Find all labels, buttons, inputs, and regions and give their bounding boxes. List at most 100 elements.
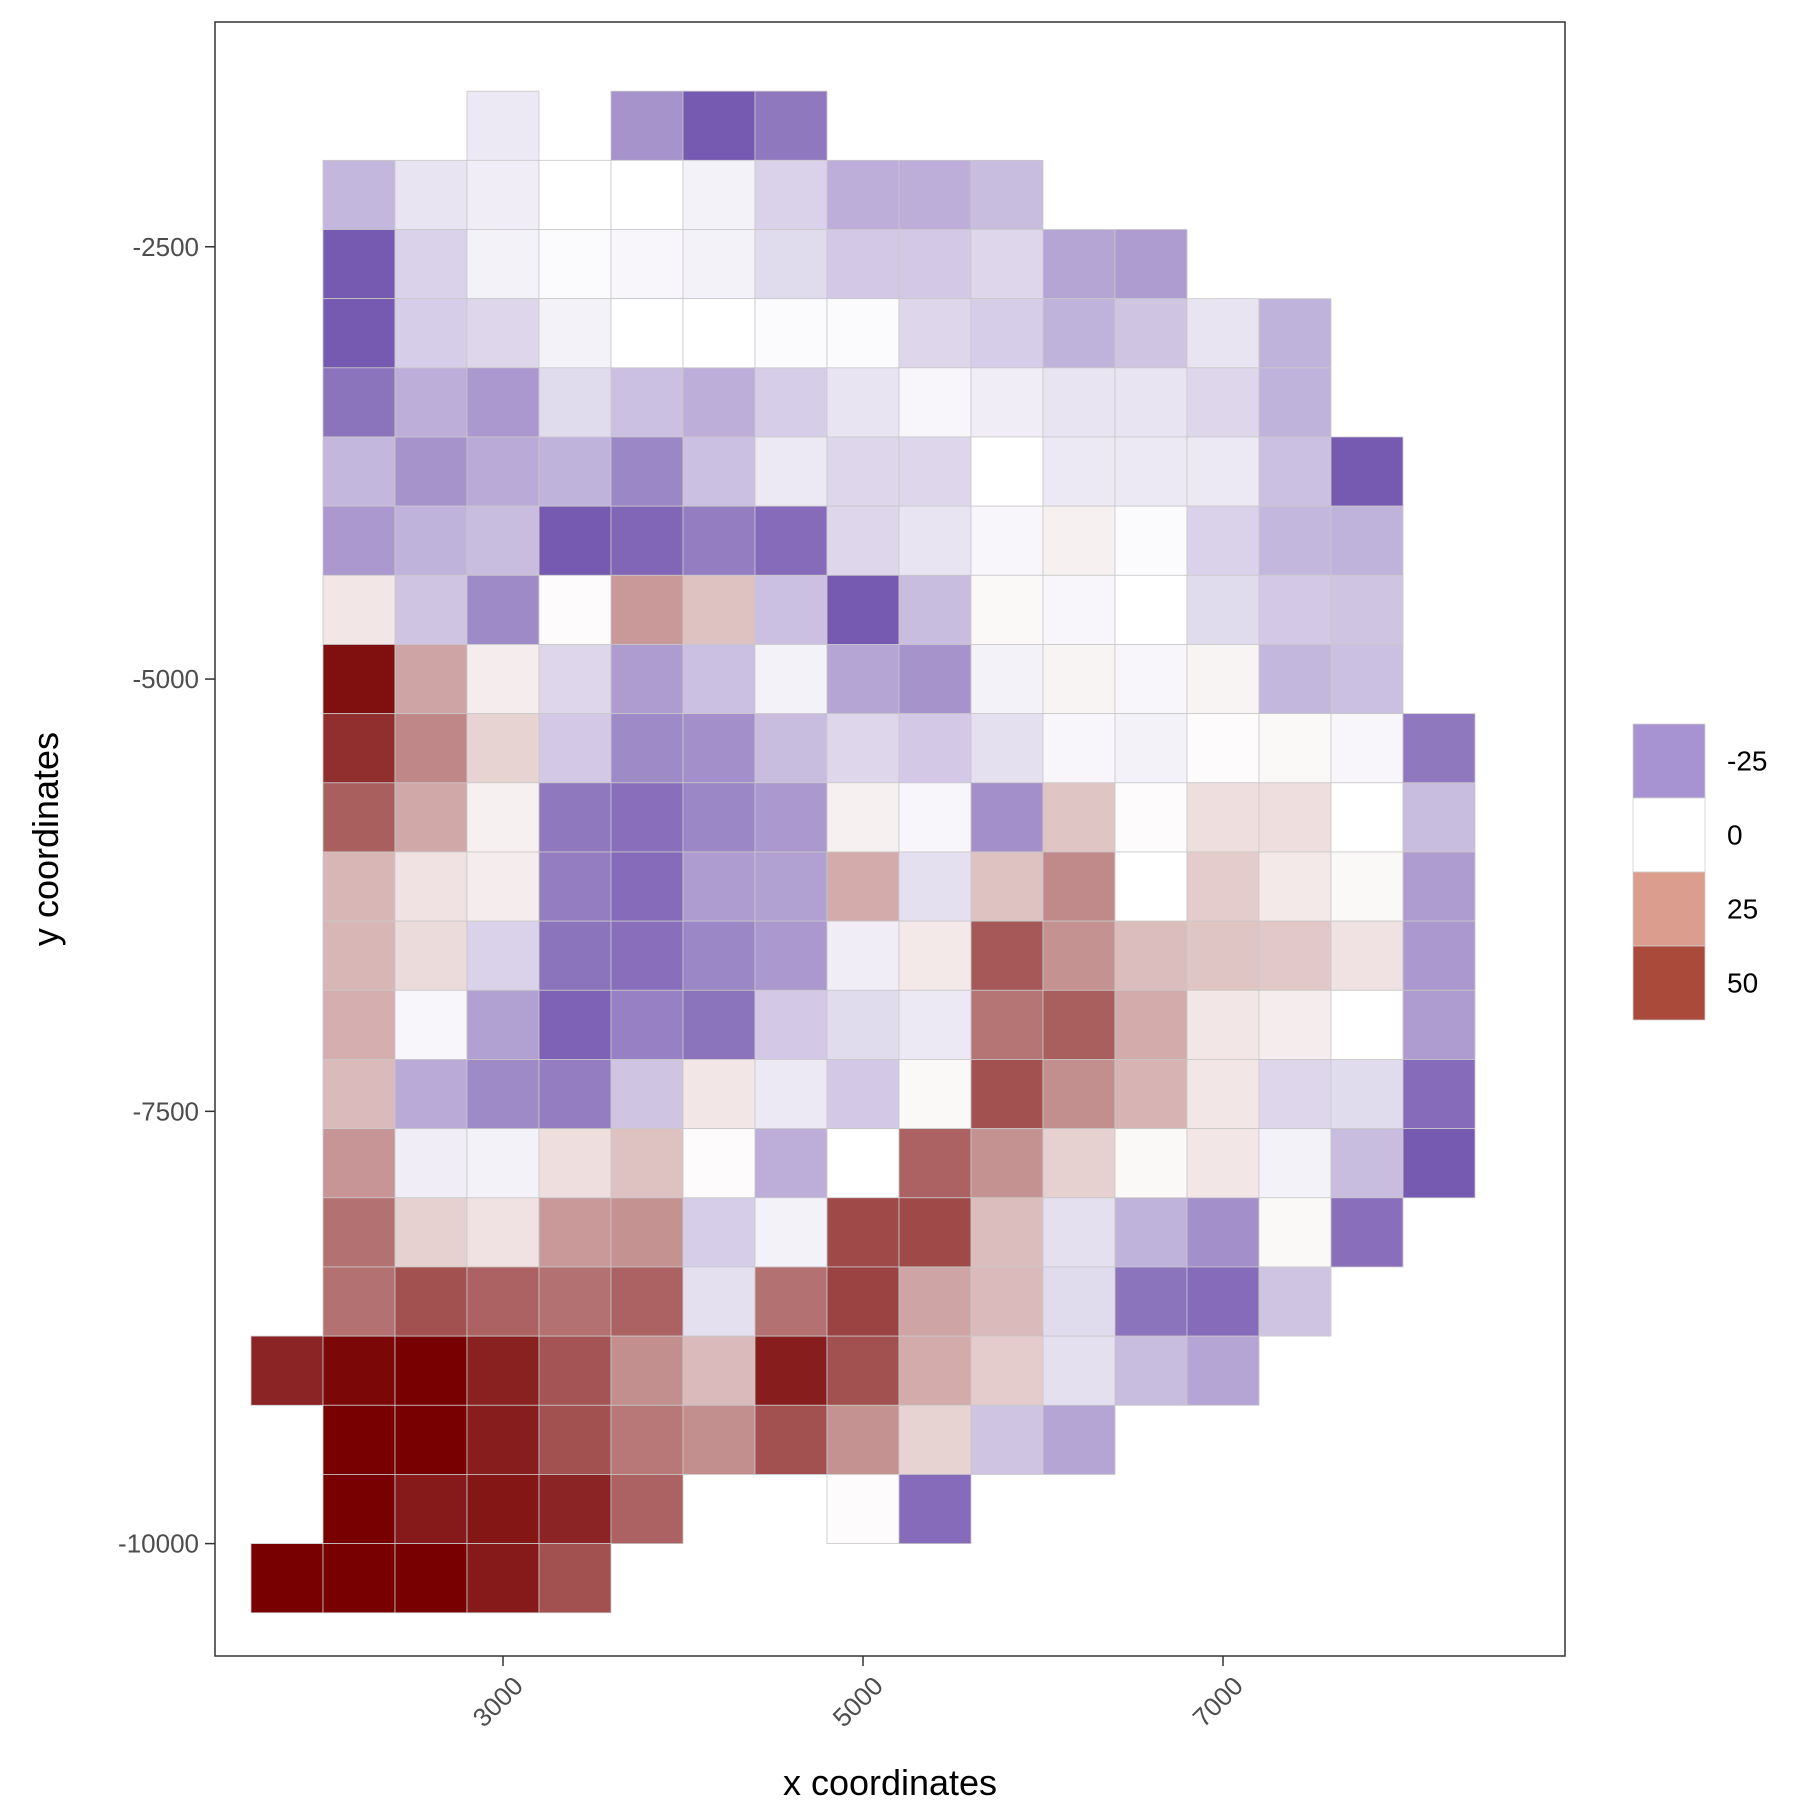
heatmap-cell <box>538 1128 612 1199</box>
heatmap-cell <box>682 367 756 438</box>
heatmap-cell <box>1186 920 1260 991</box>
heatmap-cell <box>682 159 756 230</box>
heatmap-cell <box>610 367 684 438</box>
heatmap-cell <box>682 1059 756 1130</box>
heatmap-cell <box>754 574 828 645</box>
heatmap-cell <box>970 713 1044 784</box>
heatmap-cell <box>1186 1197 1260 1268</box>
heatmap-cell <box>610 298 684 369</box>
heatmap-cell <box>898 1474 972 1545</box>
heatmap-cell <box>826 1059 900 1130</box>
heatmap-cell <box>754 367 828 438</box>
heatmap-cell <box>1402 782 1476 853</box>
y-tick-label: -2500 <box>133 232 200 262</box>
heatmap-cell <box>1402 989 1476 1060</box>
heatmap-cell <box>538 574 612 645</box>
heatmap-cell <box>538 644 612 715</box>
heatmap-cell <box>466 644 540 715</box>
heatmap-cell <box>1330 851 1404 922</box>
heatmap-cell <box>322 1474 396 1545</box>
heatmap-cell <box>754 713 828 784</box>
heatmap-cell <box>1114 505 1188 576</box>
heatmap-cell <box>610 1197 684 1268</box>
heatmap-cell <box>754 1197 828 1268</box>
heatmap-cell <box>682 782 756 853</box>
legend-key <box>1632 797 1706 873</box>
heatmap-cell <box>970 1404 1044 1475</box>
heatmap-cell <box>322 1197 396 1268</box>
heatmap-cell <box>826 1128 900 1199</box>
legend-label: 0 <box>1727 820 1743 851</box>
legend-label: -25 <box>1727 746 1767 777</box>
heatmap-cell <box>1114 782 1188 853</box>
heatmap-cell <box>1114 574 1188 645</box>
heatmap-cell <box>898 298 972 369</box>
heatmap-cell <box>322 574 396 645</box>
heatmap-cell <box>1114 436 1188 507</box>
heatmap-cell <box>754 851 828 922</box>
heatmap-cell <box>754 159 828 230</box>
heatmap-cell <box>970 298 1044 369</box>
heatmap-cell <box>322 436 396 507</box>
heatmap-cell <box>898 782 972 853</box>
heatmap-cell <box>538 159 612 230</box>
heatmap-cell <box>1402 1128 1476 1199</box>
heatmap-cell <box>682 298 756 369</box>
heatmap-cell <box>898 644 972 715</box>
heatmap-cell <box>754 1404 828 1475</box>
heatmap-cell <box>898 1197 972 1268</box>
heatmap-cell <box>610 505 684 576</box>
heatmap-cell <box>466 505 540 576</box>
heatmap-cell <box>1258 644 1332 715</box>
heatmap-cell <box>322 1059 396 1130</box>
heatmap-cell <box>322 989 396 1060</box>
heatmap-cell <box>754 90 828 161</box>
x-tick-label: 3000 <box>467 1671 529 1733</box>
heatmap-cell <box>682 1335 756 1406</box>
x-tick-label: 7000 <box>1187 1671 1249 1733</box>
heatmap-cell <box>1042 1197 1116 1268</box>
heatmap-cell <box>394 851 468 922</box>
heatmap-cell <box>394 713 468 784</box>
heatmap-cell <box>466 1335 540 1406</box>
legend: -25 0 25 50 <box>1632 723 1767 1021</box>
heatmap-cell <box>466 229 540 300</box>
legend-label: 25 <box>1727 894 1758 925</box>
heatmap-cell <box>1114 367 1188 438</box>
x-tick-label: 5000 <box>827 1671 889 1733</box>
heatmap-cell <box>1258 1266 1332 1337</box>
y-tick-label: -7500 <box>133 1096 200 1126</box>
heatmap-cell <box>826 298 900 369</box>
heatmap-cell <box>394 298 468 369</box>
heatmap-cell <box>322 1404 396 1475</box>
heatmap-cell <box>466 436 540 507</box>
heatmap-cell <box>1330 1128 1404 1199</box>
heatmap-cell <box>466 989 540 1060</box>
heatmap-cell <box>610 782 684 853</box>
y-axis: -2500 -5000 -7500 -10000 <box>118 232 215 1559</box>
heatmap-cell <box>610 644 684 715</box>
heatmap-cell <box>1258 782 1332 853</box>
heatmap-cell <box>898 1059 972 1130</box>
heatmap-cell <box>1042 229 1116 300</box>
heatmap-cell <box>970 1266 1044 1337</box>
heatmap-cell <box>1114 298 1188 369</box>
heatmap-cell <box>682 574 756 645</box>
heatmap-cell <box>466 298 540 369</box>
heatmap-cell <box>1042 644 1116 715</box>
heatmap-cell <box>1186 1266 1260 1337</box>
heatmap-cell <box>826 229 900 300</box>
heatmap-cell <box>466 90 540 161</box>
y-tick-label: -10000 <box>118 1529 199 1559</box>
heatmap-cell <box>394 644 468 715</box>
heatmap-cell <box>1402 851 1476 922</box>
heatmap-cell <box>394 989 468 1060</box>
heatmap-cell <box>538 436 612 507</box>
heatmap-cell <box>754 920 828 991</box>
heatmap-cell <box>394 1335 468 1406</box>
heatmap-cell <box>322 229 396 300</box>
heatmap-cell <box>1186 713 1260 784</box>
heatmap-cell <box>1042 851 1116 922</box>
